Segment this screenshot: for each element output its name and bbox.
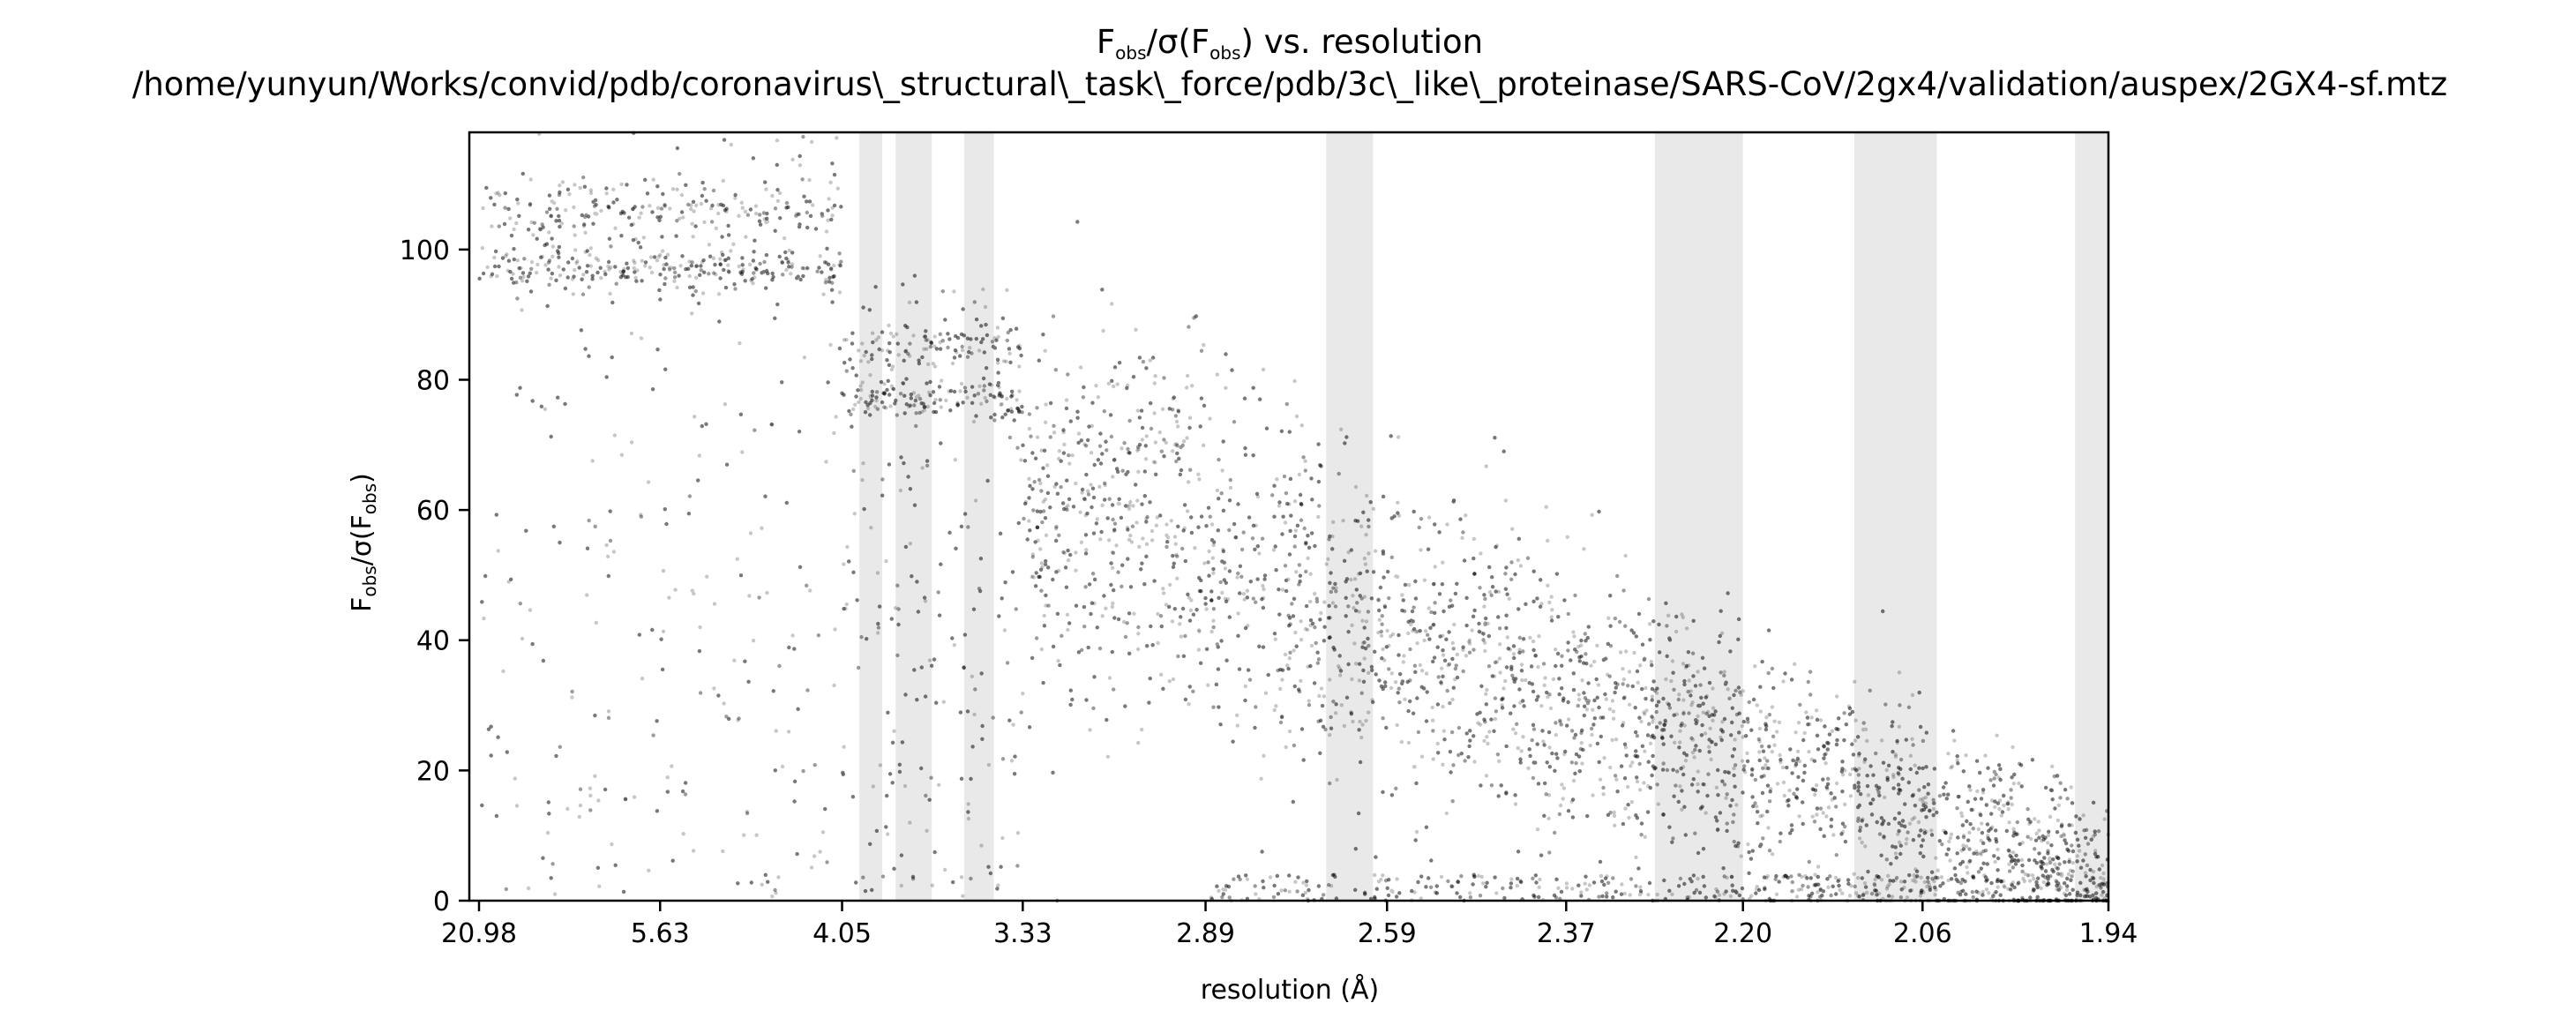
x-axis: 20.98 5.63 4.05 3.33 2.89 2.59 2.37 2.20 2.06 1.9… xyxy=(441,901,2138,949)
y-tick-label: 80 xyxy=(416,365,450,396)
ice-ring-bands xyxy=(859,132,2108,901)
scatter-points xyxy=(477,131,2110,903)
x-tick-label: 20.98 xyxy=(441,918,517,949)
title-line-2: /home/yunyun/Works/convid/pdb/coronaviru… xyxy=(132,65,2447,103)
x-tick-label: 2.89 xyxy=(1176,918,1235,949)
x-tick-label: 4.05 xyxy=(812,918,872,949)
x-tick-label: 5.63 xyxy=(631,918,690,949)
chart-title: Fobs/σ(Fobs) vs. resolution /home/yunyun… xyxy=(132,23,2447,103)
ice-ring-band xyxy=(1654,132,1743,901)
ice-ring-band xyxy=(2075,132,2108,901)
ice-ring-band xyxy=(963,132,994,901)
y-tick-label: 60 xyxy=(416,496,450,527)
x-tick-label: 2.06 xyxy=(1893,918,1952,949)
y-axis-label: Fobs/σ(Fobs) xyxy=(347,473,380,612)
ylabel-close: ) xyxy=(347,473,378,483)
ylabel-f: F xyxy=(347,597,378,612)
x-tick-label: 2.20 xyxy=(1713,918,1772,949)
x-axis-label: resolution (Å) xyxy=(1201,974,1379,1006)
x-tick-label: 2.59 xyxy=(1358,918,1417,949)
y-tick-label: 40 xyxy=(416,626,450,657)
plot-frame xyxy=(468,131,2110,902)
ice-ring-band xyxy=(895,132,932,901)
y-tick-label: 0 xyxy=(433,887,450,917)
title-sigma: /σ(F xyxy=(1147,23,1210,61)
y-axis: 0 20 40 60 80 100 xyxy=(400,236,469,917)
x-tick-label: 3.33 xyxy=(993,918,1052,949)
title-sub-obs: obs xyxy=(1115,42,1146,64)
ylabel-sub-obs: obs xyxy=(359,565,380,596)
y-tick-label: 100 xyxy=(400,236,450,266)
ice-ring-band xyxy=(859,132,883,901)
x-tick-label: 1.94 xyxy=(2079,918,2138,949)
x-tick-label: 2.37 xyxy=(1537,918,1596,949)
title-vs-resolution: ) vs. resolution xyxy=(1241,23,1484,61)
ylabel-sub-obs-2: obs xyxy=(359,483,380,514)
title-f: F xyxy=(1097,23,1115,61)
ice-ring-band xyxy=(1853,132,1937,901)
y-tick-label: 20 xyxy=(416,756,450,787)
scatter-point-group xyxy=(482,138,2110,903)
ice-ring-band xyxy=(1326,132,1374,901)
title-line-1: Fobs/σ(Fobs) vs. resolution xyxy=(1097,23,1483,64)
ylabel-sigma: /σ(F xyxy=(347,514,378,565)
title-sub-obs-2: obs xyxy=(1209,42,1240,64)
